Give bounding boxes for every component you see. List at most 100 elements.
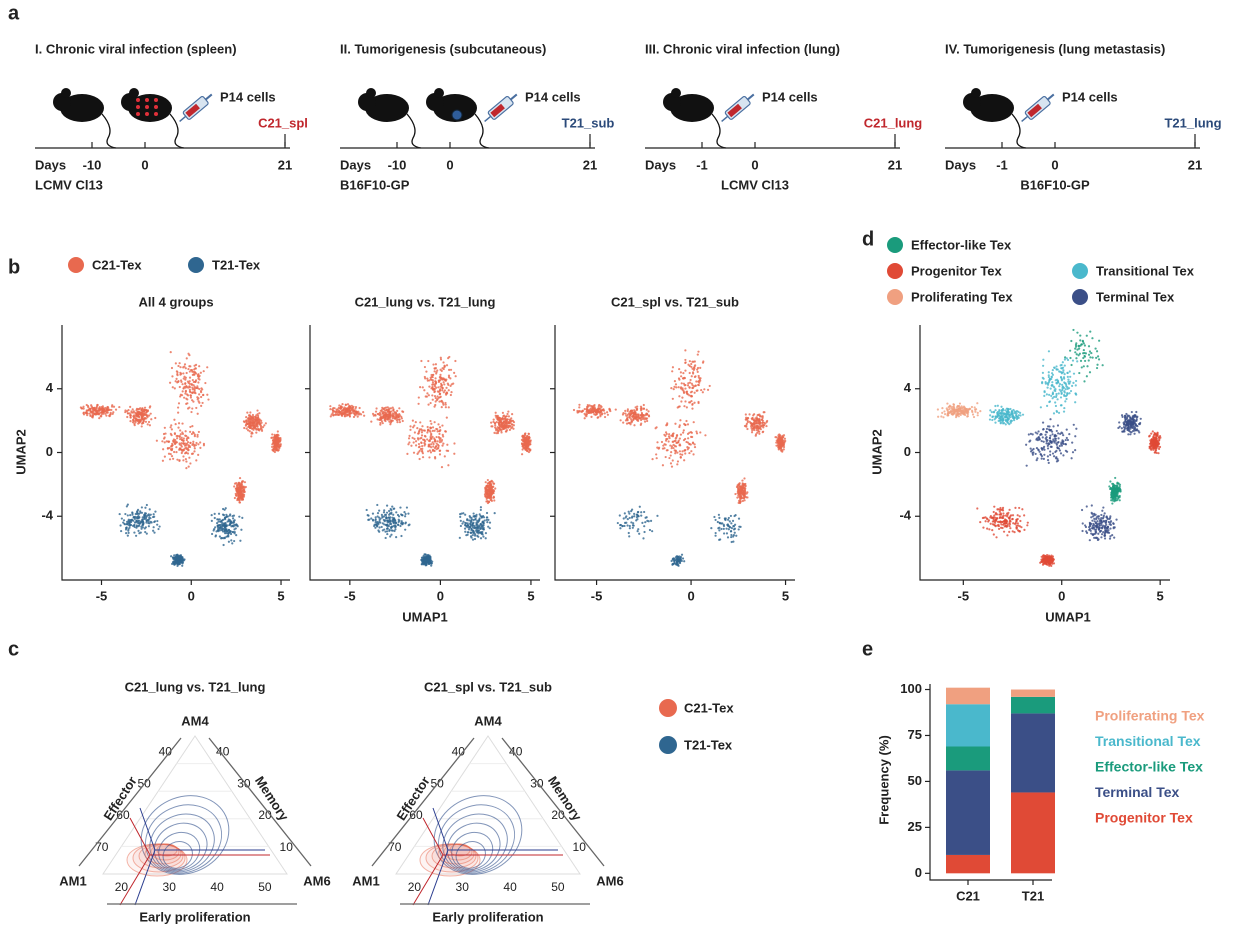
cell-dot xyxy=(683,405,685,407)
y-tick-label: 4 xyxy=(46,380,54,395)
cell-dot xyxy=(396,410,398,412)
cell-dot xyxy=(426,396,428,398)
cell-dot xyxy=(404,529,406,531)
cell-dot xyxy=(692,371,694,373)
cell-dot xyxy=(646,409,648,411)
cell-dot xyxy=(393,518,395,520)
cell-dot xyxy=(690,391,692,393)
cell-dot xyxy=(171,448,173,450)
cell-dot xyxy=(256,409,258,411)
cell-dot xyxy=(1025,444,1027,446)
cell-dot xyxy=(630,418,632,420)
cell-dot xyxy=(189,462,191,464)
cell-dot xyxy=(175,555,177,557)
cell-dot xyxy=(419,437,421,439)
cell-dot xyxy=(584,417,586,419)
cell-dot xyxy=(718,529,720,531)
cell-dot xyxy=(443,383,445,385)
cell-dot xyxy=(409,429,411,431)
cell-dot xyxy=(428,379,430,381)
cell-dot xyxy=(733,525,735,527)
cell-dot xyxy=(502,426,504,428)
cell-dot xyxy=(427,450,429,452)
cell-dot xyxy=(592,406,594,408)
cell-dot xyxy=(493,418,495,420)
cell-dot xyxy=(485,532,487,534)
cell-dot xyxy=(606,411,608,413)
cell-dot xyxy=(432,430,434,432)
cell-dot xyxy=(688,401,690,403)
timeline-tick-label: 21 xyxy=(888,157,902,172)
cell-dot xyxy=(678,395,680,397)
cell-dot xyxy=(644,414,646,416)
cell-dot xyxy=(644,421,646,423)
cell-dot xyxy=(417,403,419,405)
cell-dot xyxy=(778,446,780,448)
cells-label: P14 cells xyxy=(762,89,818,104)
cell-dot xyxy=(436,399,438,401)
cell-dot xyxy=(277,430,279,432)
cell-dot xyxy=(258,412,260,414)
cell-dot xyxy=(184,363,186,365)
cell-dot xyxy=(470,528,472,530)
cell-dot xyxy=(418,443,420,445)
cell-dot xyxy=(994,409,996,411)
cell-dot xyxy=(462,521,464,523)
cell-dot xyxy=(1050,395,1052,397)
cell-dot xyxy=(596,411,598,413)
cell-dot xyxy=(180,394,182,396)
cell-dot xyxy=(676,555,678,557)
cell-dot xyxy=(758,433,760,435)
cell-dot xyxy=(489,522,491,524)
cell-dot xyxy=(139,522,141,524)
cell-dot xyxy=(252,420,254,422)
cell-dot xyxy=(419,458,421,460)
cell-dot xyxy=(339,411,341,413)
cell-dot xyxy=(1070,390,1072,392)
cell-dot xyxy=(373,525,375,527)
cell-dot xyxy=(197,413,199,415)
cell-dot xyxy=(493,496,495,498)
cell-dot xyxy=(974,409,976,411)
cell-dot xyxy=(746,428,748,430)
timeline-tick-label: 0 xyxy=(1051,157,1058,172)
cell-dot xyxy=(1059,383,1061,385)
cell-dot xyxy=(162,460,164,462)
cell-dot xyxy=(442,377,444,379)
cell-dot xyxy=(409,425,411,427)
cell-dot xyxy=(670,560,672,562)
cell-dot xyxy=(432,399,434,401)
cell-dot xyxy=(189,389,191,391)
x-tick-label: 5 xyxy=(782,588,789,603)
cell-dot xyxy=(445,406,447,408)
cell-dot xyxy=(381,526,383,528)
cell-dot xyxy=(679,560,681,562)
cell-dot xyxy=(746,496,748,498)
cell-dot xyxy=(229,513,231,515)
cell-dot xyxy=(390,509,392,511)
cell-dot xyxy=(189,442,191,444)
cell-dot xyxy=(687,382,689,384)
cell-dot xyxy=(140,521,142,523)
cell-dot xyxy=(223,514,225,516)
cell-dot xyxy=(420,442,422,444)
cell-dot xyxy=(129,520,131,522)
cell-dot xyxy=(686,446,688,448)
virus-dot xyxy=(136,98,140,102)
cell-dot xyxy=(239,477,241,479)
cell-dot xyxy=(200,372,202,374)
cell-dot xyxy=(438,433,440,435)
cell-dot xyxy=(336,414,338,416)
cell-dot xyxy=(393,530,395,532)
cell-dot xyxy=(675,386,677,388)
cell-dot xyxy=(360,413,362,415)
cell-dot xyxy=(252,427,254,429)
cell-dot xyxy=(235,523,237,525)
cell-dot xyxy=(258,429,260,431)
cell-dot xyxy=(170,555,172,557)
cell-dot xyxy=(329,405,331,407)
cell-dot xyxy=(219,518,221,520)
cell-dot xyxy=(113,406,115,408)
cell-dot xyxy=(487,526,489,528)
cell-dot xyxy=(390,527,392,529)
